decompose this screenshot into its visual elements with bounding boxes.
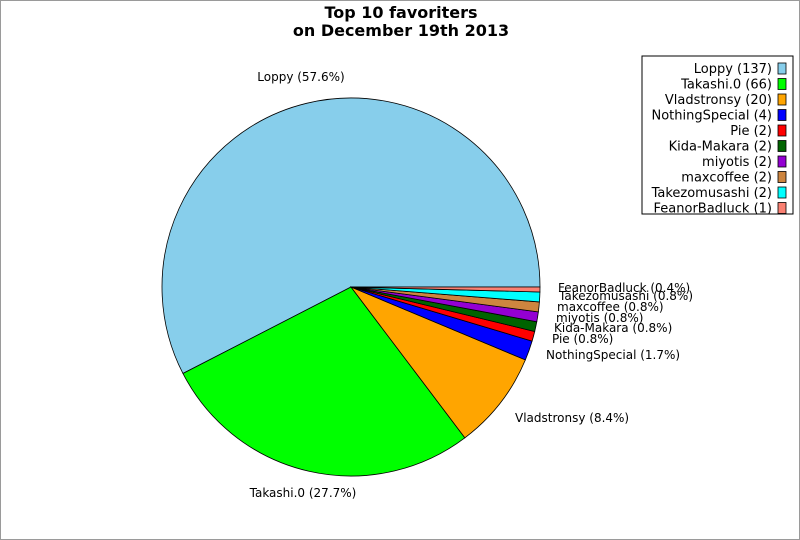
chart-title: Top 10 favoriters	[324, 3, 477, 22]
legend-label: Takashi.0 (66)	[680, 78, 772, 93]
slice-label: NothingSpecial (1.7%)	[546, 348, 680, 362]
legend-label: Vladstronsy (20)	[665, 93, 772, 108]
legend-swatch	[777, 124, 787, 137]
legend-label: Takezomusashi (2)	[651, 186, 772, 201]
legend-swatch	[777, 62, 787, 75]
slice-label: maxcoffee (0.8%)	[557, 300, 664, 314]
pie-slice-labels: Loppy (57.6%) Takashi.0 (27.7%) Vladstrons…	[249, 70, 693, 500]
slice-label: Loppy (57.6%)	[257, 70, 344, 84]
legend-swatch	[777, 202, 787, 214]
legend-label: NothingSpecial (4)	[651, 109, 772, 124]
legend-swatch	[777, 171, 787, 183]
slice-label: Pie (0.8%)	[552, 332, 613, 346]
legend-label: Pie (2)	[730, 124, 772, 139]
pie-slices	[161, 97, 541, 477]
slice-label: miyotis (0.8%)	[556, 311, 643, 325]
legend-label: FeanorBadluck (1)	[654, 202, 772, 217]
legend-label: miyotis (2)	[702, 155, 772, 170]
legend-swatch	[777, 93, 787, 106]
slice-label: Kida-Makara (0.8%)	[554, 321, 672, 335]
pie-slice-loppy	[161, 97, 541, 375]
legend-label: Loppy (137)	[694, 62, 772, 77]
legend-label: maxcoffee (2)	[681, 171, 772, 186]
legend-swatch	[777, 109, 787, 121]
slice-label: FeanorBadluck (0.4%)	[558, 281, 690, 295]
legend-swatch	[777, 186, 787, 199]
chart-subtitle: on December 19th 2013	[293, 21, 509, 40]
legend-swatch	[777, 140, 787, 152]
slice-label: Vladstronsy (8.4%)	[515, 411, 629, 425]
legend-box	[641, 55, 794, 215]
pie-slice-vladstronsy	[349, 286, 526, 439]
slice-label: Takashi.0 (27.7%)	[249, 486, 357, 500]
pie-slice-feanorbadluck	[350, 286, 541, 293]
pie-slice-takashi-0	[182, 286, 466, 477]
legend-label: Kida-Makara (2)	[669, 140, 772, 155]
slice-label: Takezomusashi (0.8%)	[558, 289, 693, 303]
legend: Loppy (137)Takashi.0 (66)Vladstronsy (20…	[641, 55, 794, 217]
legend-swatch	[777, 78, 787, 90]
legend-swatch	[777, 155, 787, 168]
